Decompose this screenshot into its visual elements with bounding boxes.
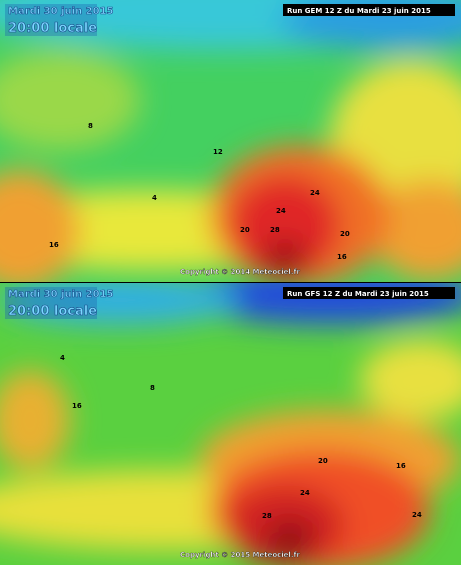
date: Mardi 30 juin 2015 bbox=[8, 289, 114, 300]
map-top bbox=[0, 0, 461, 282]
contour-label: 12 bbox=[213, 148, 223, 156]
copyright: Copyright © 2015 Meteociel.fr bbox=[180, 551, 301, 559]
contour-label: 16 bbox=[396, 462, 406, 470]
copyright: Copyright © 2014 Meteociel.fr bbox=[180, 268, 301, 276]
contour-label: 24 bbox=[276, 207, 286, 215]
contour-label: 8 bbox=[150, 384, 155, 392]
contour-label: 4 bbox=[60, 354, 65, 362]
contour-label: 20 bbox=[318, 457, 328, 465]
run: Run GEM 12 Z du Mardi 23 juin 2015 bbox=[287, 7, 431, 15]
map-bottom bbox=[0, 283, 461, 565]
contour-label: 16 bbox=[337, 253, 347, 261]
date: Mardi 30 juin 2015 bbox=[8, 6, 114, 17]
run: Run GFS 12 Z du Mardi 23 juin 2015 bbox=[287, 290, 429, 298]
contour-label: 4 bbox=[152, 194, 157, 202]
contour-label: 8 bbox=[88, 122, 93, 130]
contour-label: 16 bbox=[49, 241, 59, 249]
time: 20:00 locale bbox=[8, 304, 97, 319]
contour-label: 24 bbox=[300, 489, 310, 497]
contour-label: 28 bbox=[262, 512, 272, 520]
time: 20:00 locale bbox=[8, 21, 97, 36]
contour-label: 20 bbox=[340, 230, 350, 238]
contour-label: 28 bbox=[270, 226, 280, 234]
run-box bbox=[283, 287, 455, 299]
contour-label: 16 bbox=[72, 402, 82, 410]
contour-label: 24 bbox=[310, 189, 320, 197]
run-box bbox=[283, 4, 455, 16]
contour-label: 24 bbox=[412, 511, 422, 519]
contour-label: 20 bbox=[240, 226, 250, 234]
